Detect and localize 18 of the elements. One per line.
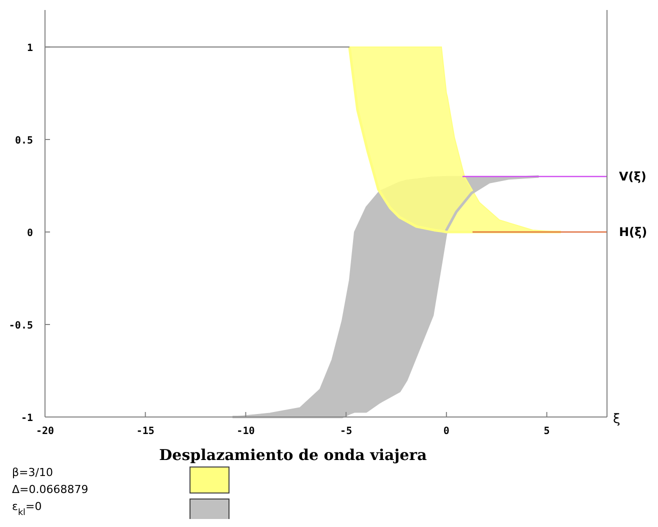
text: Desplazamiento de onda viajera [159, 446, 428, 464]
text: Δ=0.0668879 [12, 483, 88, 496]
y-tick-label: -0.5 [8, 320, 33, 332]
y-tick-label: -1 [20, 413, 33, 424]
x-axis-title: ξ [613, 412, 620, 427]
series-label: V(ξ) [619, 170, 646, 184]
series-label: H(ξ) [619, 225, 648, 239]
y-tick-label: 0 [26, 228, 33, 239]
x-tick-label: 0 [443, 426, 450, 437]
y-tick-label: 1 [26, 43, 33, 54]
x-tick-label: -10 [236, 426, 255, 437]
x-tick-label: -5 [340, 426, 352, 437]
text: ε$_{kl}$=0 [12, 500, 42, 518]
y-tick-label: 0.5 [14, 136, 33, 146]
x-tick-label: -15 [136, 426, 154, 437]
text: β=3/10 [12, 466, 53, 479]
x-tick-label: -20 [36, 426, 54, 437]
x-tick-label: 5 [544, 426, 550, 437]
